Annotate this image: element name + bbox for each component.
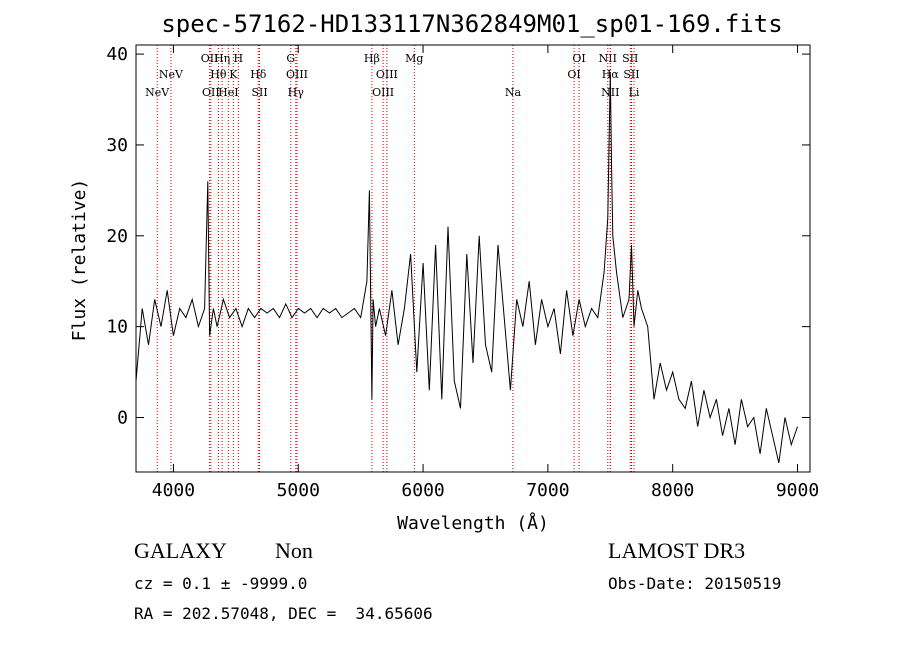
line-label: OI [572,52,585,65]
x-tick-label: 9000 [776,480,819,501]
line-label: Hδ [250,68,267,81]
y-tick-label: 40 [106,44,128,65]
plot-frame [135,44,811,473]
line-label: Na [505,86,522,99]
line-label: NII [599,52,617,65]
line-label: SII [622,52,638,65]
y-tick-label: 20 [106,226,128,247]
y-tick-label: 0 [117,407,128,428]
x-tick-label: 6000 [401,480,444,501]
coordinates: RA = 202.57048, DEC = 34.65606 [134,604,433,623]
spectrum-line [135,72,798,464]
x-tick-label: 8000 [651,480,694,501]
line-label: Hγ [288,86,305,99]
line-label: OII [202,86,220,99]
chart-title: spec-57162-HD133117N362849M01_sp01-169.f… [161,10,782,38]
x-tick-label: 4000 [152,480,195,501]
line-label: NeV [145,86,170,99]
x-axis-label: Wavelength (Å) [397,512,549,534]
line-label: G [286,52,295,65]
y-tick-label: 30 [106,135,128,156]
line-label: SII [251,86,267,99]
x-axis-ticks: 4000 5000 6000 7000 8000 9000 [152,45,819,501]
line-label: OII [201,52,219,65]
line-label: OIII [372,86,394,99]
y-axis-label: Flux (relative) [69,179,90,342]
line-label: OI [567,68,580,81]
line-label: Hβ [364,52,380,65]
x-tick-label: 5000 [277,480,320,501]
line-label: OIII [286,68,308,81]
survey-name: LAMOST DR3 [608,538,746,563]
observation-date: Obs-Date: 20150519 [608,574,782,593]
spectrum-series [135,72,798,464]
line-label: SII [623,68,639,81]
object-subclass: Non [275,538,313,563]
line-label: OIII [376,68,398,81]
x-tick-label: 7000 [526,480,569,501]
line-label: H [234,52,244,65]
line-label: Mg [405,52,423,65]
line-label: Li [629,86,640,99]
line-label: Hθ [210,68,227,81]
emission-line-markers: NeV NeV OII OII Hθ Hη HeI KH Hδ SII G OIII Hγ Hβ OIII O… [145,45,640,472]
line-label: Hη [214,52,230,65]
line-label: HeI [218,86,238,99]
y-tick-label: 10 [106,317,128,338]
line-label: NeV [159,68,184,81]
redshift-cz: cz = 0.1 ± -9999.0 [134,574,308,593]
object-class: GALAXY [134,538,227,563]
line-label: K [229,68,238,81]
y-axis-ticks: 0 10 20 30 40 [106,44,810,428]
